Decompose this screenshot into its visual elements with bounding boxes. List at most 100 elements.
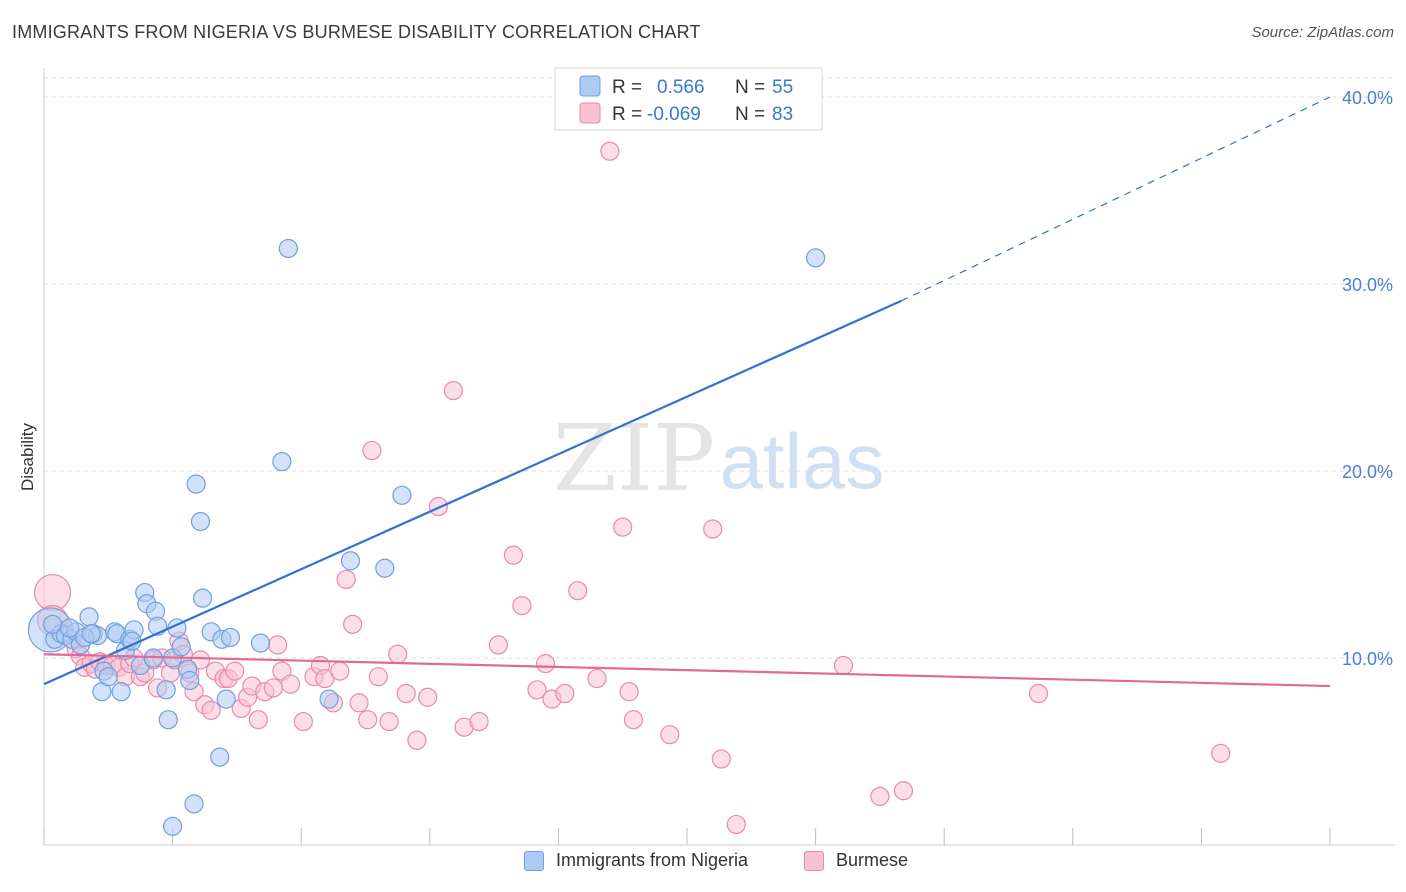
legend-item-burmese[interactable]: Burmese	[804, 850, 908, 871]
chart-title: IMMIGRANTS FROM NIGERIA VS BURMESE DISAB…	[12, 22, 701, 42]
burmese-point	[512, 596, 532, 616]
y-tick-label: 10.0%	[1342, 649, 1393, 669]
burmese-point	[870, 786, 890, 806]
burmese-point	[1028, 683, 1049, 704]
burmese-point	[190, 650, 211, 670]
burmese-point	[555, 683, 575, 704]
nigeria-point	[60, 618, 80, 638]
legend-swatch-burmese	[804, 850, 824, 871]
burmese-point	[469, 711, 489, 732]
legend-label-burmese: Burmese	[836, 850, 909, 870]
nigeria-point	[193, 588, 213, 608]
y-tick-label: 40.0%	[1342, 88, 1393, 108]
legend-r-label: R =	[612, 77, 642, 98]
nigeria-point	[375, 558, 395, 578]
burmese-point	[527, 680, 547, 700]
burmese-point	[358, 710, 378, 730]
nigeria-point	[180, 670, 200, 691]
burmese-point	[711, 749, 731, 769]
nigeria-point	[111, 682, 131, 702]
nigeria-point	[171, 637, 191, 657]
burmese-point	[623, 710, 644, 730]
legend-r-label: R =	[612, 104, 642, 125]
burmese-point	[407, 730, 427, 750]
nigeria-point	[98, 667, 118, 687]
burmese-point	[349, 693, 369, 713]
nigeria-point	[278, 238, 298, 259]
burmese-point	[268, 635, 288, 655]
nigeria-point	[392, 485, 412, 505]
nigeria-point	[340, 551, 361, 571]
legend-r-value: 0.566	[657, 77, 705, 98]
burmese-point	[418, 687, 438, 707]
y-tick-label: 20.0%	[1342, 462, 1393, 482]
nigeria-point	[79, 607, 99, 627]
burmese-point	[379, 711, 399, 732]
burmese-point	[443, 380, 463, 401]
watermark-atlas: atlas	[720, 417, 885, 505]
source-label: Source: ZipAtlas.com	[1251, 24, 1394, 41]
burmese-point	[263, 678, 283, 698]
series-legend: Immigrants from Nigeria Burmese	[0, 850, 1406, 880]
y-axis-label: Disability	[18, 422, 37, 491]
nigeria-point	[272, 452, 292, 472]
burmese-point	[613, 517, 633, 537]
legend-n-value: 83	[772, 104, 793, 125]
burmese-point	[619, 682, 639, 702]
burmese-point	[535, 654, 556, 674]
tick-labels: 10.0%20.0%30.0%40.0%0.0%60.0%	[1342, 88, 1393, 669]
burmese-point	[248, 710, 268, 730]
burmese-point	[488, 635, 508, 655]
burmese-point	[201, 700, 221, 720]
burmese-point	[703, 519, 723, 539]
legend-n-value: 55	[772, 77, 793, 98]
legend-swatch-nigeria	[524, 850, 544, 871]
nigeria-point	[190, 511, 211, 532]
trend-lines	[43, 96, 1331, 688]
legend-item-nigeria[interactable]: Immigrants from Nigeria	[524, 850, 748, 871]
burmese-point	[330, 661, 350, 681]
burmese-point	[1211, 743, 1231, 763]
burmese-point	[293, 711, 313, 732]
nigeria-trend-extension	[901, 96, 1331, 302]
nigeria-point	[158, 710, 178, 730]
burmese-point	[336, 569, 356, 590]
nigeria-point	[184, 794, 204, 814]
burmese-point	[587, 668, 607, 689]
legend-swatch-blue	[579, 75, 601, 97]
legend-n-label: N =	[735, 104, 765, 125]
burmese-point	[280, 674, 301, 694]
burmese-point	[893, 781, 914, 801]
burmese-point	[660, 725, 680, 745]
nigeria-point	[216, 689, 236, 709]
nigeria-point	[805, 248, 826, 268]
burmese-trend-line	[43, 653, 1331, 688]
burmese-point	[726, 814, 746, 835]
nigeria-points	[27, 238, 826, 836]
y-tick-label: 30.0%	[1342, 275, 1393, 295]
nigeria-point	[250, 633, 271, 653]
burmese-point	[503, 545, 523, 565]
nigeria-point	[81, 624, 101, 644]
legend-label-nigeria: Immigrants from Nigeria	[556, 850, 749, 870]
nigeria-point	[42, 614, 63, 634]
nigeria-point	[220, 627, 241, 648]
nigeria-point	[210, 747, 230, 767]
nigeria-trend-line	[43, 299, 902, 686]
burmese-point	[368, 667, 388, 687]
burmese-point	[343, 614, 363, 634]
watermark-zip: ZIP	[553, 405, 715, 512]
burmese-point	[362, 440, 382, 461]
legend-r-value: -0.069	[647, 104, 701, 125]
nigeria-point	[156, 680, 176, 700]
burmese-point	[833, 655, 854, 676]
burmese-point	[396, 683, 416, 704]
burmese-point	[225, 661, 245, 681]
nigeria-point	[319, 689, 339, 709]
watermark: ZIP atlas	[553, 405, 884, 512]
burmese-point	[388, 644, 408, 664]
grid	[44, 77, 1395, 659]
legend-n-label: N =	[735, 77, 765, 98]
nigeria-point	[163, 816, 183, 836]
burmese-point	[568, 581, 588, 601]
